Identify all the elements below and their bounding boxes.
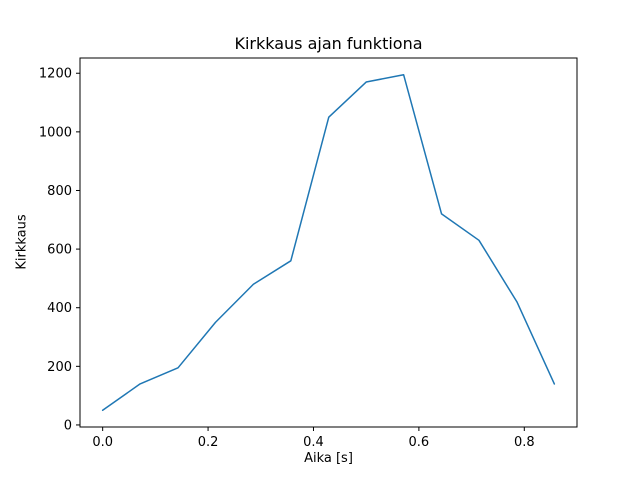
x-axis-label: Aika [s] [304, 451, 353, 466]
x-tick-label: 0.6 [409, 435, 430, 450]
axes-frame [79, 57, 578, 428]
y-tick-label: 400 [47, 301, 72, 316]
y-tick-label: 600 [47, 243, 72, 258]
x-tick-label: 0.0 [92, 435, 113, 450]
y-tick-label: 800 [47, 184, 72, 199]
chart-title: Kirkkaus ajan funktiona [234, 34, 423, 53]
x-tick-label: 0.8 [514, 435, 535, 450]
x-tick-label: 0.2 [198, 435, 219, 450]
brightness-series-line [101, 73, 556, 412]
y-tick-label: 200 [47, 360, 72, 375]
y-tick-label: 1200 [39, 67, 72, 82]
x-tick-label: 0.4 [303, 435, 324, 450]
y-tick-label: 0 [64, 418, 72, 433]
y-tick-label: 1000 [39, 125, 72, 140]
